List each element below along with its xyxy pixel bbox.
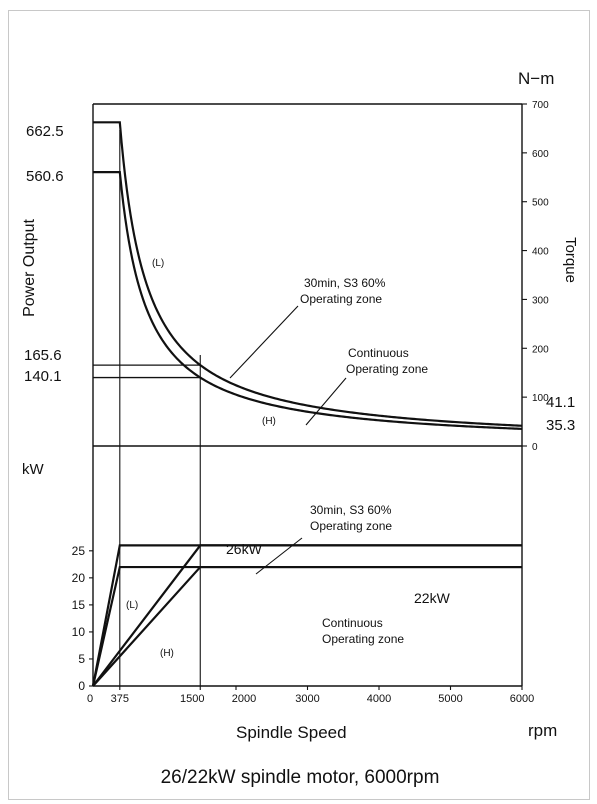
rpm-tick-label: 375 [111, 693, 129, 705]
torque-tick-label: 700 [532, 100, 549, 111]
rpm-tick-label: 1500 [180, 693, 204, 705]
curve-label-L: (L) [152, 258, 164, 269]
kw-tick-label: 25 [72, 544, 86, 558]
s3-leader-line [255, 537, 303, 575]
torque-curve-H [93, 171, 523, 430]
s3-zone-label: Operating zone [300, 292, 382, 306]
torque-curve-L [93, 121, 523, 427]
figure-caption: 26/22kW spindle motor, 6000rpm [161, 767, 440, 788]
s3-zone-label: 30min, S3 60% [310, 503, 392, 517]
torque-tick-label: 200 [532, 344, 549, 355]
kw-axis-label: kW [22, 461, 45, 478]
left-value-label: 560.6 [26, 168, 64, 185]
left-value-label: 140.1 [24, 368, 62, 385]
left-value-label: 662.5 [26, 123, 64, 140]
torque-axis-label: Torque [562, 237, 579, 283]
torque-tick-label: 0 [532, 442, 538, 453]
chart-marks: 700 600 500 400 300 200 100 0 25 20 15 10 5 0 375 1500 2… [72, 100, 549, 705]
rpm-tick-label: 4000 [367, 693, 391, 705]
curve-label-L: (L) [126, 600, 138, 611]
figure-frame [8, 10, 590, 800]
rpm-tick-label: 6000 [510, 693, 534, 705]
left-value-label: 165.6 [24, 347, 62, 364]
kw-tick-label: 15 [72, 598, 86, 612]
torque-tick-label: 400 [532, 247, 549, 258]
s3-zone-label: Operating zone [310, 519, 392, 533]
torque-tick-label: 100 [532, 393, 549, 404]
rpm-tick-label: 0 [87, 693, 93, 705]
continuous-zone-label: Operating zone [322, 632, 404, 646]
right-value-label: 35.3 [546, 417, 575, 434]
torque-tick-label: 300 [532, 295, 549, 306]
continuous-zone-label: Continuous [322, 616, 383, 630]
x-axis-label: Spindle Speed [236, 723, 347, 742]
torque-unit-label: N−m [518, 69, 554, 88]
power-26kw-label: 26kW [226, 541, 263, 557]
rpm-tick-label: 5000 [438, 693, 462, 705]
curve-label-H: (H) [262, 416, 276, 427]
rpm-tick-label: 2000 [232, 693, 256, 705]
kw-tick-label: 0 [78, 679, 85, 693]
curve-label-H: (H) [160, 648, 174, 659]
power-22kw-label: 22kW [414, 590, 451, 606]
power-curve-H-s3 [92, 544, 522, 687]
kw-tick-label: 10 [72, 625, 86, 639]
torque-tick-label: 500 [532, 198, 549, 209]
s3-zone-label: 30min, S3 60% [304, 276, 386, 290]
power-curve-L-continuous [91, 565, 522, 687]
kw-tick-label: 20 [72, 571, 86, 585]
torque-tick-label: 600 [532, 149, 549, 160]
continuous-zone-label: Operating zone [346, 362, 428, 376]
rpm-unit-label: rpm [528, 721, 557, 740]
kw-tick-label: 5 [78, 652, 85, 666]
rpm-tick-label: 3000 [295, 693, 319, 705]
power-curve-H-continuous [92, 565, 522, 687]
right-value-label: 41.1 [546, 394, 575, 411]
s3-leader-line [229, 305, 299, 379]
continuous-zone-label: Continuous [348, 346, 409, 360]
continuous-leader-line [305, 377, 347, 426]
power-output-axis-label: Power Output [21, 219, 38, 317]
